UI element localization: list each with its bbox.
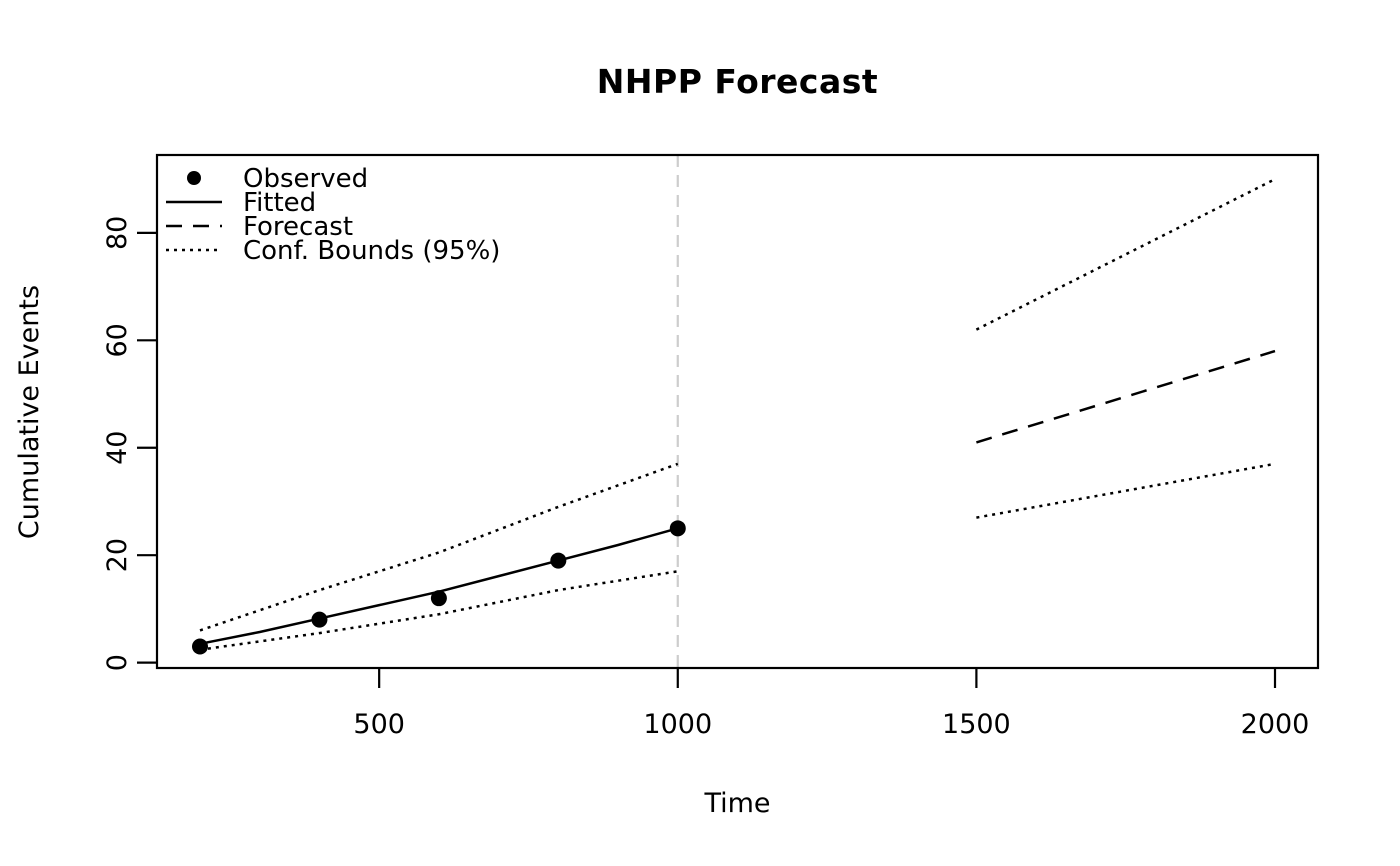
conf-lower-forecast-line	[976, 462, 1276, 519]
plot-box	[155, 153, 1320, 670]
y-tick-label: 20	[102, 538, 133, 572]
x-tick-label: 500	[353, 709, 405, 740]
chart-title: NHPP Forecast	[596, 62, 879, 101]
legend-label: Fitted	[243, 188, 316, 218]
observed-point	[669, 520, 686, 537]
forecast-line	[976, 349, 1276, 444]
conf-upper-forecast-line	[975, 178, 1276, 331]
x-tick-label: 2000	[1241, 709, 1310, 740]
fitted-line	[199, 527, 679, 646]
legend-label: Forecast	[243, 212, 353, 242]
observed-point	[311, 611, 328, 628]
y-axis-title: Cumulative Events	[14, 284, 45, 540]
legend-label: Conf. Bounds (95%)	[243, 236, 500, 266]
x-axis-title: Time	[704, 788, 771, 819]
y-tick-label: 60	[102, 323, 133, 357]
observed-point	[550, 552, 567, 569]
x-tick-label: 1500	[942, 709, 1011, 740]
conf-lower-fitted-line	[199, 570, 678, 651]
legend-observed-point-icon	[187, 171, 201, 185]
legend-label: Observed	[243, 164, 368, 194]
y-tick-label: 0	[102, 654, 133, 671]
y-tick-label: 40	[102, 431, 133, 465]
observed-point	[192, 638, 208, 655]
x-tick-label: 1000	[643, 709, 712, 740]
y-tick-label: 80	[102, 216, 133, 250]
observed-point	[430, 590, 447, 607]
